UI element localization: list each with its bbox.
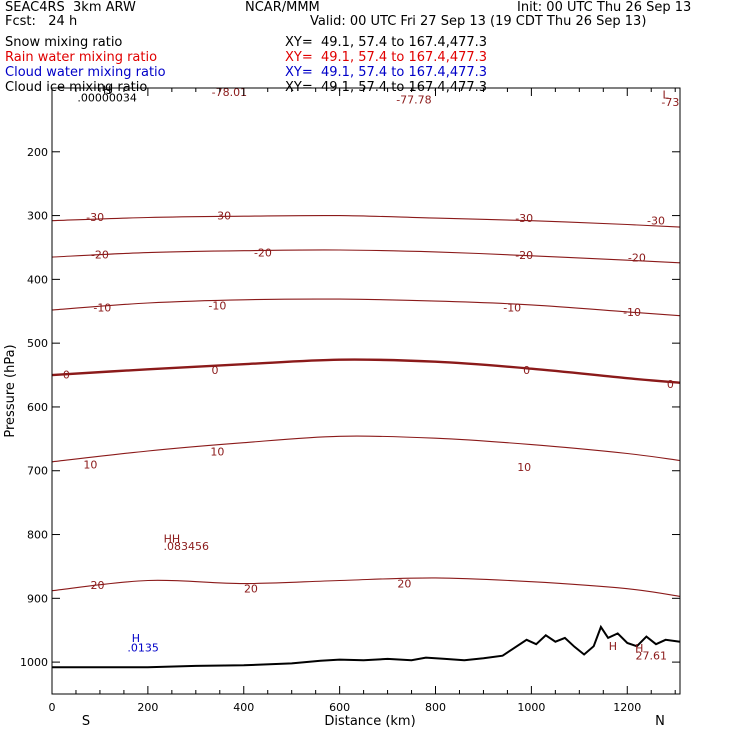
y-tick-label: 200 <box>27 146 48 159</box>
x-tick-label: 200 <box>137 701 158 714</box>
isotherm-label: 20 <box>91 579 105 592</box>
isotherm-10 <box>51 435 681 463</box>
extremum-marker: H <box>132 632 140 645</box>
isotherm--30 <box>51 214 681 228</box>
isotherm-label: -30 <box>647 215 665 228</box>
y-tick-label: 300 <box>27 210 48 223</box>
plot-frame <box>51 87 681 695</box>
field-snow-label: Snow mixing ratio <box>5 35 123 50</box>
org-label: NCAR/MMM <box>245 0 320 15</box>
x-tick-label: 0 <box>49 701 56 714</box>
axis-ticks: 0 200 400 600 800 1000 12002003004005006007008… <box>20 87 680 714</box>
isotherm-contours <box>51 214 681 597</box>
isotherm-label: -78.01 <box>212 86 247 99</box>
isotherm-label: 0 <box>63 368 70 381</box>
x-tick-label: 800 <box>425 701 446 714</box>
field-rain-xy: XY= 49.1, 57.4 to 167.4,477.3 <box>285 50 488 65</box>
extremum-marker: H <box>609 640 617 653</box>
valid-time: Valid: 00 UTC Fri 27 Sep 13 (19 CDT Thu … <box>310 14 647 29</box>
field-snow-xy: XY= 49.1, 57.4 to 167.4,477.3 <box>285 35 488 50</box>
isotherm-label: -10 <box>93 301 111 314</box>
extremum-marker: .0135 <box>127 641 159 654</box>
terrain-layer <box>52 624 681 669</box>
isotherm-label: -20 <box>628 252 646 265</box>
isotherm-label: 20 <box>244 583 258 596</box>
extremum-marker: .00000034 <box>77 92 137 105</box>
y-tick-label: 900 <box>27 592 48 605</box>
model-title: SEAC4RS 3km ARW <box>5 0 136 15</box>
plot-axes <box>51 87 681 695</box>
isotherm--20 <box>51 249 681 264</box>
isotherm-label: 20 <box>397 578 411 591</box>
x-tick-label: 400 <box>233 701 254 714</box>
isotherm--10 <box>51 298 681 317</box>
x-tick-label: 600 <box>329 701 350 714</box>
isotherm-0 <box>51 358 681 384</box>
terrain-line <box>52 624 681 669</box>
isotherm-label: -30 <box>515 212 533 225</box>
isotherm-label: -20 <box>515 249 533 262</box>
isotherm-label: -20 <box>254 247 272 260</box>
extremum-marker: H <box>103 83 111 96</box>
isotherm-label: -10 <box>623 306 641 319</box>
extremum-marker: HH <box>164 532 181 545</box>
contour-labels: -30 -30 -30 -30 -20 -20 -20 -20 -10 -10 -10 -10 0 0 0 0… <box>63 83 680 662</box>
isotherm-label: -20 <box>91 248 109 261</box>
isotherm-label: -73 <box>661 96 679 109</box>
isotherm-label: L <box>663 88 670 101</box>
extremum-marker: 27.61 <box>635 650 667 663</box>
y-tick-label: 1000 <box>20 656 48 669</box>
x-axis-title: Distance (km) <box>324 714 415 729</box>
init-time: Init: 00 UTC Thu 26 Sep 13 <box>517 0 692 15</box>
forecast-hour: Fcst: 24 h <box>5 14 78 29</box>
y-tick-label: 500 <box>27 337 48 350</box>
isotherm-label: -10 <box>503 301 521 314</box>
y-tick-label: 700 <box>27 465 48 478</box>
isotherm-label: -30 <box>213 210 231 223</box>
isotherm-label: 0 <box>523 364 530 377</box>
field-rain-label: Rain water mixing ratio <box>5 50 158 65</box>
x-tick-label: 1200 <box>613 701 641 714</box>
y-tick-label: 800 <box>27 529 48 542</box>
y-tick-label: 400 <box>27 273 48 286</box>
isotherm-label: 10 <box>83 458 97 471</box>
y-axis-title: Pressure (hPa) <box>3 344 18 437</box>
isotherm-label: 10 <box>517 461 531 474</box>
x-tick-label: 1000 <box>517 701 545 714</box>
isotherm-label: 0 <box>667 378 674 391</box>
direction-north: N <box>655 714 665 729</box>
isotherm-label: 10 <box>210 446 224 459</box>
isotherm-label: -77.78 <box>396 93 431 106</box>
isotherm-label: -10 <box>208 300 226 313</box>
field-cloudwater-xy: XY= 49.1, 57.4 to 167.4,477.3 <box>285 65 488 80</box>
y-tick-label: 600 <box>27 401 48 414</box>
isotherm-label: 0 <box>211 364 218 377</box>
extremum-marker: .083456 <box>163 540 209 553</box>
isotherm-20 <box>51 577 681 597</box>
field-cloudwater-label: Cloud water mixing ratio <box>5 65 166 80</box>
direction-south: S <box>82 714 90 729</box>
extremum-marker: H <box>635 642 643 655</box>
isotherm-label: -30 <box>86 211 104 224</box>
